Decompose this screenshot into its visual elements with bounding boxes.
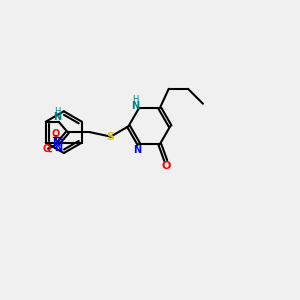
Text: O: O bbox=[161, 161, 170, 171]
Text: H: H bbox=[132, 95, 139, 104]
Text: O: O bbox=[43, 144, 51, 154]
Text: +: + bbox=[57, 135, 65, 145]
Text: S: S bbox=[107, 132, 115, 142]
Text: H: H bbox=[54, 107, 60, 116]
Text: N: N bbox=[131, 101, 140, 111]
Text: N: N bbox=[134, 145, 142, 154]
Text: N: N bbox=[55, 143, 63, 153]
Text: O: O bbox=[52, 129, 60, 139]
Text: N: N bbox=[53, 112, 61, 122]
Text: N: N bbox=[52, 138, 60, 148]
Text: -: - bbox=[48, 147, 52, 157]
